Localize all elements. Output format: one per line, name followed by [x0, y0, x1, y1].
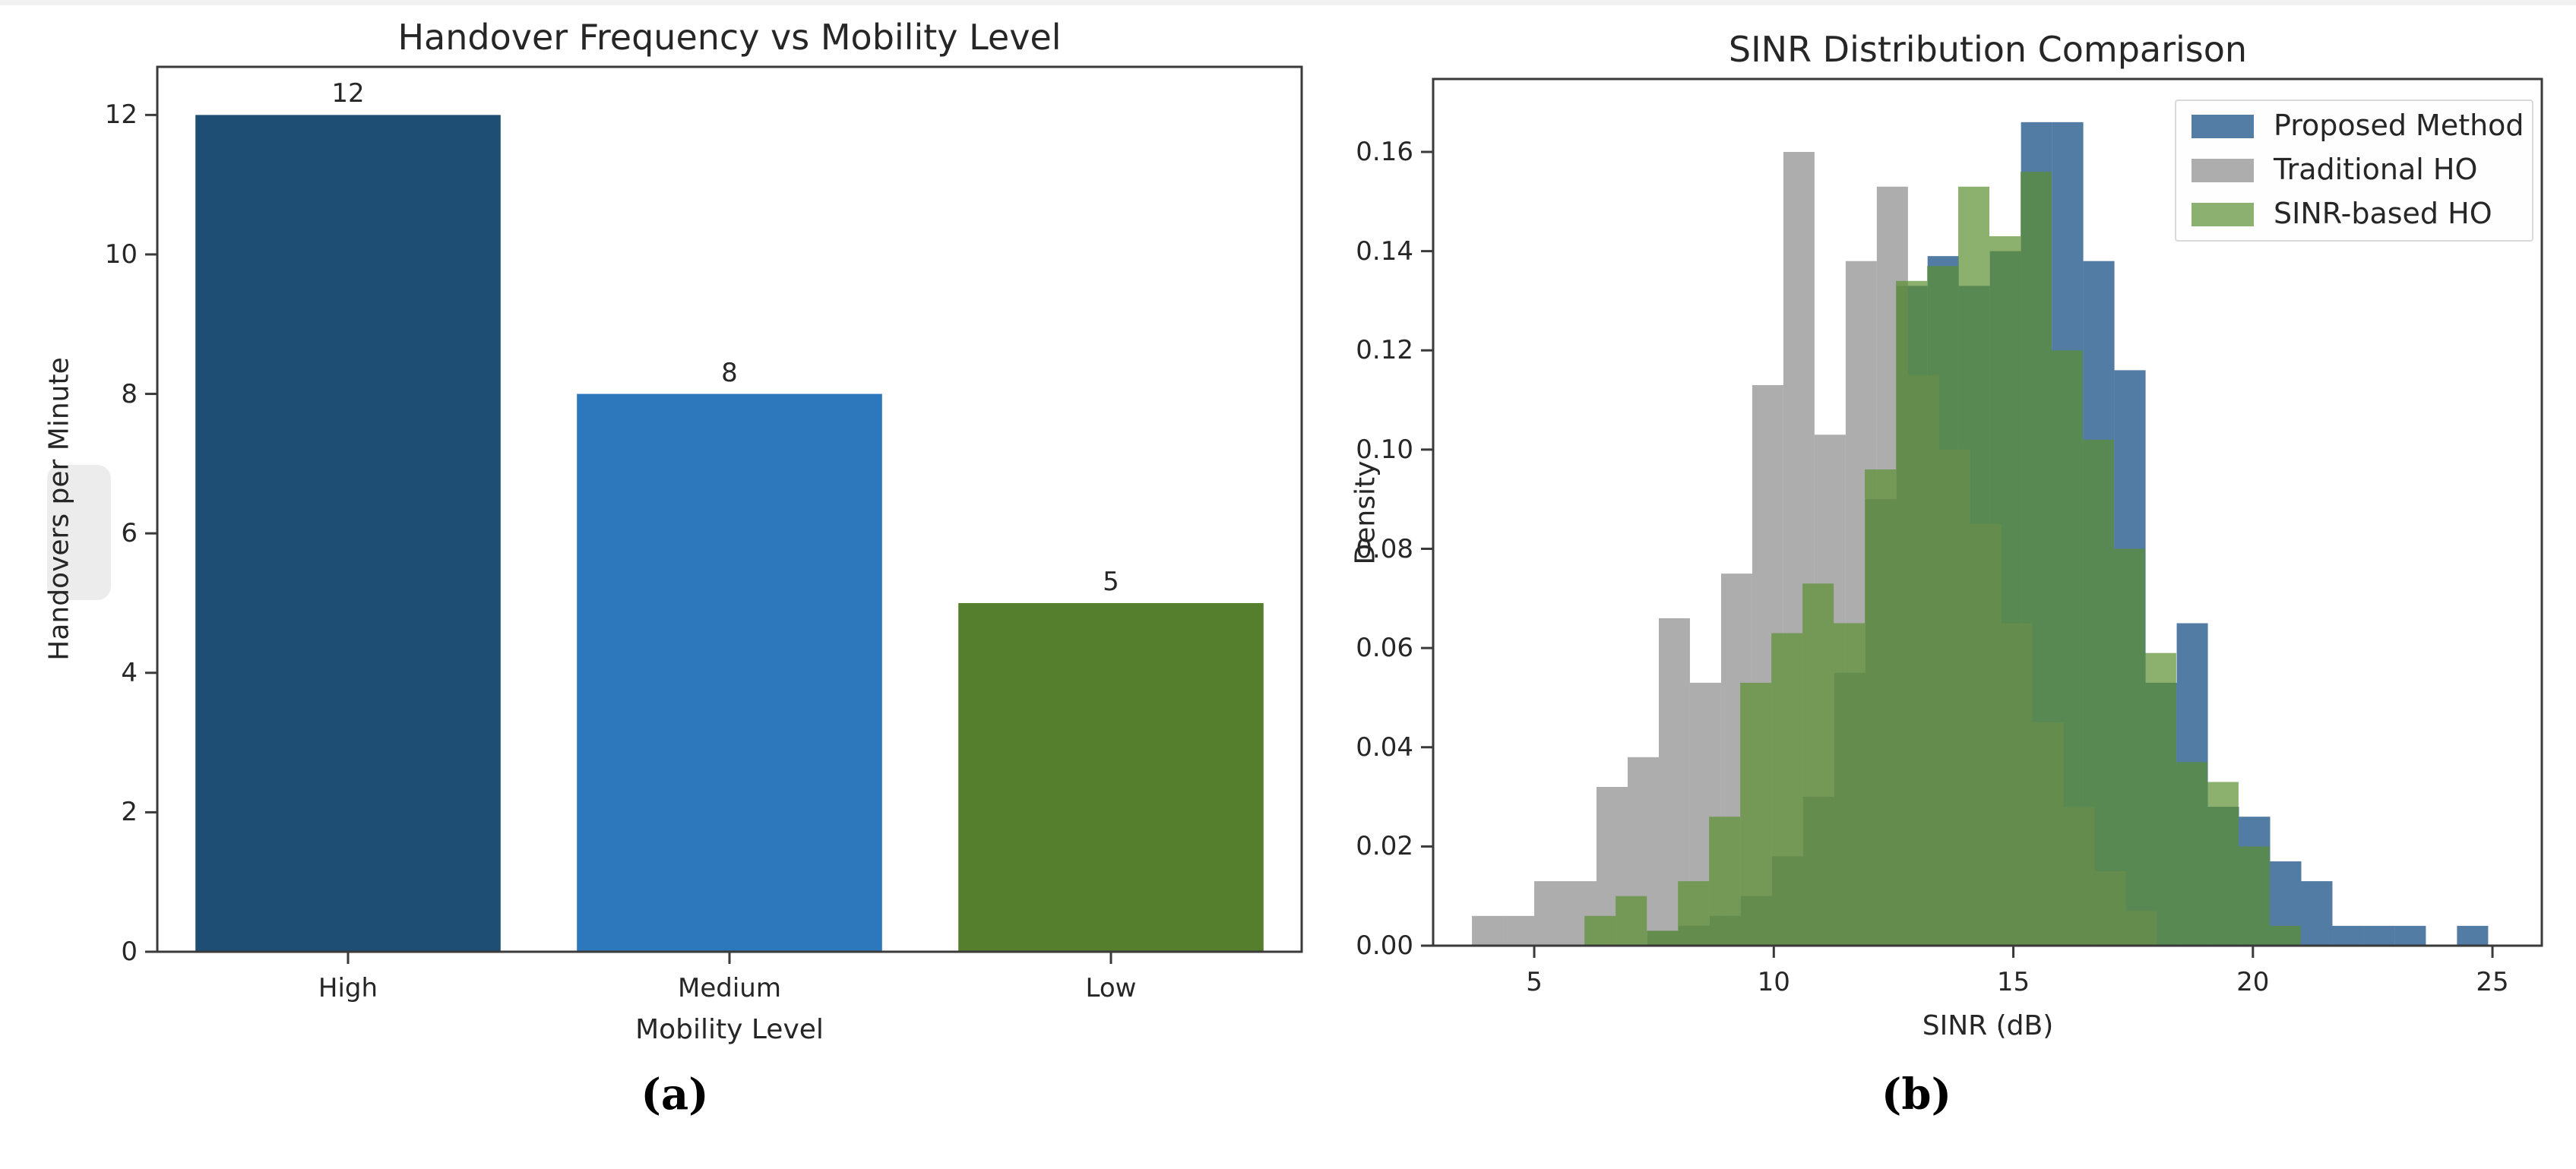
ytick-label: 0.08 [1356, 533, 1413, 564]
hist-bin-traditional-ho [1472, 915, 1504, 946]
hist-bin-sinr-based-ho [2113, 548, 2145, 946]
panel-a-caption: (a) [641, 1069, 709, 1120]
hist-bin-proposed-method [2394, 925, 2426, 946]
hist-bin-sinr-based-ho [1740, 682, 1772, 946]
ytick-label: 6 [121, 518, 138, 549]
panel-b-title: SINR Distribution Comparison [1728, 29, 2248, 70]
hist-bin-sinr-based-ho [1958, 186, 1990, 946]
xtick-label: 10 [1757, 967, 1790, 997]
panel-a-ylabel: Handovers per Minute [43, 357, 75, 661]
xtick-label: 15 [1996, 967, 2030, 997]
ytick-label: 0.00 [1356, 930, 1413, 961]
xtick-label: 20 [2236, 967, 2270, 997]
ytick-label: 8 [121, 378, 138, 409]
hist-bin-sinr-based-ho [2176, 762, 2207, 946]
hist-bin-sinr-based-ho [2238, 846, 2270, 946]
legend-entry-traditional: Traditional HO [2176, 148, 2532, 192]
panel-a-spines [156, 65, 1303, 953]
legend-label: SINR-based HO [2274, 197, 2492, 230]
panel-b-caption: (b) [1881, 1069, 1952, 1120]
legend-label: Traditional HO [2274, 153, 2478, 186]
ytick-label: 0.02 [1356, 831, 1413, 862]
legend-swatch-proposed [2191, 115, 2254, 138]
xtick-label-low: Low [1085, 973, 1137, 1003]
bar-medium [577, 393, 882, 952]
hist-bin-proposed-method [2363, 925, 2395, 946]
hist-bin-sinr-based-ho [2051, 350, 2083, 946]
panel-b-xlabel: SINR (dB) [1922, 1010, 2054, 1041]
hist-bin-sinr-based-ho [2269, 925, 2301, 946]
bar-low [958, 602, 1264, 952]
hist-bin-sinr-based-ho [1616, 896, 1647, 946]
hist-bin-sinr-based-ho [1771, 633, 1803, 946]
ytick-label: 12 [104, 100, 138, 131]
ytick-label: 0.14 [1356, 235, 1413, 267]
panel-a-xlabel: Mobility Level [635, 1014, 824, 1045]
bar-value-label: 12 [331, 78, 365, 109]
ytick-label: 2 [121, 797, 138, 828]
screenshot-top-edge-artifact [0, 0, 2576, 5]
ytick-label: 4 [121, 657, 138, 688]
ytick-label: 0.06 [1356, 633, 1413, 664]
hist-bin-traditional-ho [1534, 881, 1566, 946]
hist-bin-sinr-based-ho [1678, 881, 1710, 946]
ytick-label: 0.04 [1356, 731, 1413, 763]
ytick-label: 0.16 [1356, 137, 1413, 167]
hist-bin-proposed-method [2457, 925, 2489, 946]
hist-bin-sinr-based-ho [1584, 915, 1616, 946]
xtick-label: 25 [2476, 967, 2509, 997]
legend-entry-proposed: Proposed Method [2176, 104, 2532, 148]
legend-swatch-traditional [2191, 159, 2254, 182]
hist-bin-proposed-method [2332, 925, 2364, 946]
hist-bin-sinr-based-ho [1865, 469, 1897, 946]
xtick-label: 5 [1526, 967, 1543, 997]
panel-b-spines [1432, 77, 2543, 947]
ytick-label: 0.12 [1356, 335, 1413, 366]
ytick-label: 0 [121, 937, 138, 967]
legend: Proposed Method Traditional HO SINR-base… [2175, 100, 2533, 242]
xtick-label-medium: Medium [678, 973, 781, 1003]
legend-swatch-sinr [2191, 203, 2254, 226]
hist-bin-sinr-based-ho [1647, 930, 1679, 946]
ytick-label: 10 [104, 239, 138, 270]
bar-value-label: 8 [721, 357, 738, 388]
bar-high [195, 115, 501, 952]
screenshot-left-blob-artifact [47, 465, 111, 600]
hist-bin-sinr-based-ho [1834, 623, 1866, 946]
hist-bin-sinr-based-ho [2207, 782, 2239, 946]
hist-bin-sinr-based-ho [1709, 817, 1741, 946]
hist-bin-sinr-based-ho [2144, 652, 2176, 946]
hist-bin-traditional-ho [1503, 915, 1535, 946]
bar-value-label: 5 [1103, 566, 1119, 597]
hist-bin-sinr-based-ho [2082, 439, 2114, 946]
xtick-label-high: High [318, 973, 378, 1003]
hist-bin-sinr-based-ho [1927, 266, 1959, 946]
hist-bin-sinr-based-ho [1989, 236, 2021, 946]
ytick-label: 0.10 [1356, 434, 1413, 465]
panel-a-title: Handover Frequency vs Mobility Level [397, 17, 1062, 58]
hist-bin-sinr-based-ho [1896, 280, 1928, 946]
hist-bin-proposed-method [2301, 881, 2333, 946]
legend-entry-sinr: SINR-based HO [2176, 192, 2532, 236]
hist-bin-sinr-based-ho [2021, 172, 2052, 946]
hist-bin-sinr-based-ho [1802, 583, 1834, 946]
legend-label: Proposed Method [2274, 109, 2524, 142]
